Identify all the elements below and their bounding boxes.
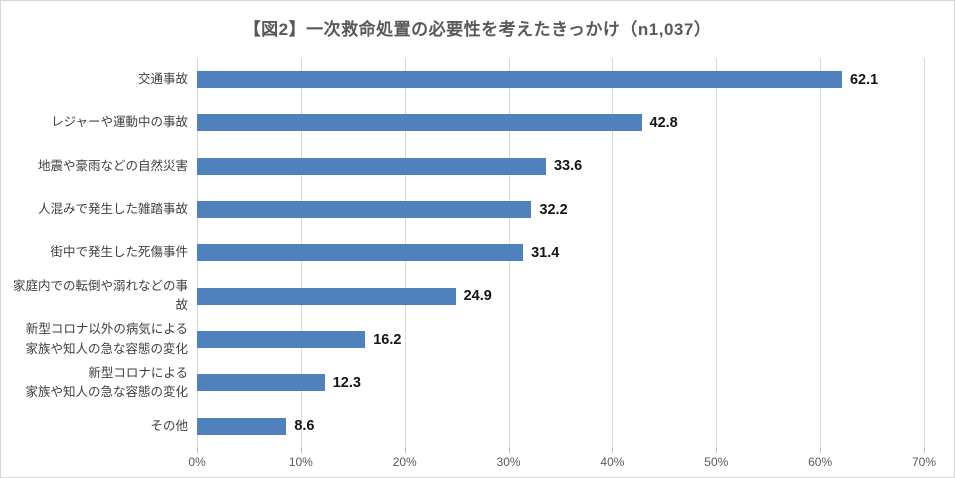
bar <box>197 71 842 89</box>
category-label: 地震や豪雨などの自然災害 <box>37 158 188 173</box>
axis-tick <box>716 448 718 453</box>
axis-tick <box>508 448 510 453</box>
axis-tick <box>300 448 302 453</box>
x-axis-tick-label: 50% <box>704 455 729 469</box>
category-label: 家庭内での転倒や溺れなどの事故 <box>12 278 188 313</box>
value-label: 31.4 <box>531 244 560 261</box>
category-axis: 交通事故レジャーや運動中の事故地震や豪雨などの自然災害 人混みで発生した雑踏事故街… <box>1 58 197 448</box>
x-axis-tick-label: 40% <box>600 455 625 469</box>
chart-title: 【図2】一次救命処置の必要性を考えたきっかけ（n1,037） <box>243 20 712 39</box>
axis-tick <box>820 448 822 453</box>
bar-chart: 交通事故レジャーや運動中の事故地震や豪雨などの自然災害 人混みで発生した雑踏事故街… <box>1 58 954 475</box>
gridline <box>716 58 718 448</box>
bar-row: 16.2 <box>197 318 924 361</box>
axis-tick <box>197 448 198 453</box>
bar-row: 62.1 <box>197 58 924 101</box>
x-axis-tick-label: 20% <box>392 455 417 469</box>
bar <box>197 287 456 305</box>
plot-area: 62.1 42.8 33.6 32.2 31.4 24.9 16.2 12.3 8.6 <box>197 58 925 448</box>
category-label: その他 <box>150 418 188 433</box>
category-label: 人混みで発生した雑踏事故 <box>37 201 188 216</box>
category-label: レジャーや運動中の事故 <box>51 115 188 130</box>
bar-row: 12.3 <box>197 361 924 404</box>
value-label: 62.1 <box>849 71 879 88</box>
axis-tick <box>404 448 406 453</box>
bar-row: 33.6 <box>197 145 924 188</box>
value-label: 24.9 <box>463 288 492 305</box>
bar-row: 24.9 <box>197 275 924 318</box>
x-axis-tick-label: 70% <box>911 455 937 469</box>
x-axis-ticks <box>197 448 925 453</box>
value-label: 8.6 <box>294 418 315 435</box>
x-axis-tick-label: 10% <box>288 455 313 469</box>
value-label: 33.6 <box>553 158 583 175</box>
bar <box>197 374 325 392</box>
axis-tick <box>612 448 614 453</box>
axis-tick <box>924 448 925 453</box>
value-label: 12.3 <box>332 374 361 391</box>
bar <box>197 331 366 349</box>
bar-rows: 62.1 42.8 33.6 32.2 31.4 24.9 16.2 12.3 8.6 <box>197 58 924 448</box>
category-label: 新型コロナ以外の病気による 家族や知人の急な容態の変化 <box>25 322 188 356</box>
gridline <box>612 58 614 448</box>
gridline <box>924 58 925 448</box>
x-axis-tick-label: 30% <box>496 455 521 469</box>
bar <box>197 201 532 219</box>
bar-row: 8.6 <box>197 405 924 448</box>
x-axis-labels: 0% 10% 20% 30% 40% 50% 60% 70% <box>188 455 936 475</box>
category-label: 街中で発生した死傷事件 <box>50 245 188 260</box>
category-label: 新型コロナによる 家族や知人の急な容態の変化 <box>25 365 188 399</box>
x-axis-tick-label: 0% <box>188 455 206 469</box>
bar <box>197 244 524 262</box>
bar-row: 42.8 <box>197 101 924 144</box>
bar-row: 32.2 <box>197 188 924 231</box>
value-label: 32.2 <box>539 201 568 218</box>
bar <box>197 114 642 132</box>
value-label: 16.2 <box>373 331 402 348</box>
category-label: 交通事故 <box>137 71 188 86</box>
x-axis-tick-label: 60% <box>808 455 833 469</box>
plot-column: 62.1 42.8 33.6 32.2 31.4 24.9 16.2 12.3 8.6 0% 10… <box>188 58 936 475</box>
bar <box>197 157 546 175</box>
bar-row: 31.4 <box>197 231 924 274</box>
value-label: 42.8 <box>649 114 678 131</box>
bar <box>197 417 287 435</box>
gridline <box>820 58 822 448</box>
